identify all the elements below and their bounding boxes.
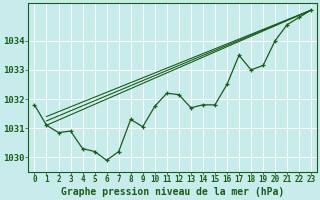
X-axis label: Graphe pression niveau de la mer (hPa): Graphe pression niveau de la mer (hPa) xyxy=(61,187,284,197)
